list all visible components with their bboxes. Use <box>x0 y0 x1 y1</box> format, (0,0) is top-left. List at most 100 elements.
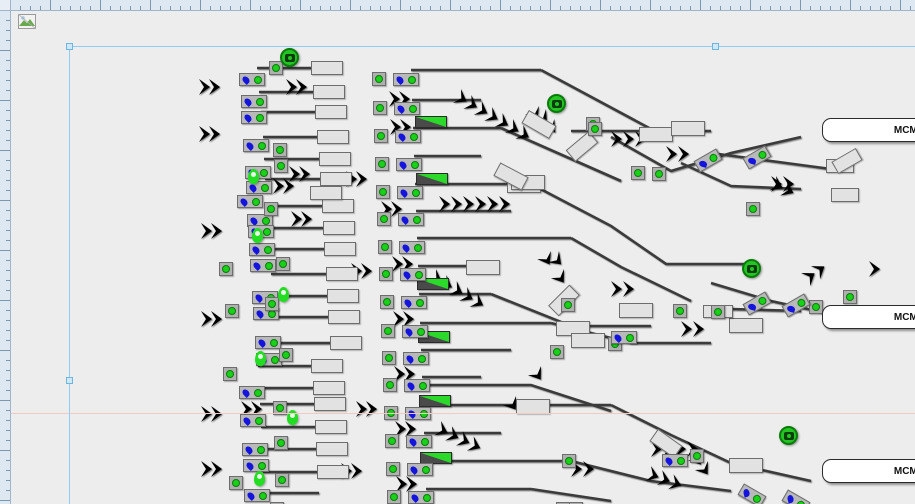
signal-head[interactable] <box>395 130 421 143</box>
track-detector[interactable] <box>378 240 392 254</box>
track-detector[interactable] <box>690 449 704 463</box>
track-detector[interactable] <box>276 257 290 271</box>
point-indicator[interactable] <box>415 116 447 128</box>
signal-head[interactable] <box>241 95 267 108</box>
track-rect[interactable] <box>311 61 343 75</box>
selection-handle-bottom-left[interactable] <box>66 377 73 384</box>
track-rect[interactable] <box>320 172 352 186</box>
track-rect[interactable] <box>330 336 362 350</box>
signal-head[interactable] <box>243 459 269 472</box>
signal-head[interactable] <box>404 379 430 392</box>
signal-head[interactable] <box>243 139 269 152</box>
cctv-camera-icon[interactable] <box>742 259 761 278</box>
signal-head[interactable] <box>393 73 419 86</box>
signal-head[interactable] <box>407 463 433 476</box>
track-detector[interactable] <box>843 290 857 304</box>
track-detector[interactable] <box>381 324 395 338</box>
track-detector[interactable] <box>376 185 390 199</box>
drawing-canvas[interactable]: MCM03 No MCM03 No MCM03 No <box>11 11 915 504</box>
track-rect[interactable] <box>831 188 859 202</box>
signal-head[interactable] <box>611 331 637 344</box>
track-detector[interactable] <box>550 345 564 359</box>
track-detector[interactable] <box>273 401 287 415</box>
track-rect[interactable] <box>313 381 345 395</box>
track-detector[interactable] <box>374 129 388 143</box>
signal-head[interactable] <box>662 454 688 467</box>
cctv-camera-icon[interactable] <box>280 48 299 67</box>
signal-head[interactable] <box>241 111 267 124</box>
track-detector[interactable] <box>229 476 243 490</box>
track-rect[interactable] <box>317 130 349 144</box>
track-detector[interactable] <box>711 305 725 319</box>
track-detector[interactable] <box>380 295 394 309</box>
track-rect[interactable] <box>327 289 359 303</box>
track-rect[interactable] <box>316 442 348 456</box>
horizontal-ruler[interactable] <box>0 0 915 11</box>
track-rect[interactable] <box>317 465 349 479</box>
track-rect[interactable] <box>311 359 343 373</box>
track-rect[interactable] <box>639 127 673 142</box>
track-rect[interactable] <box>466 260 500 275</box>
track-detector[interactable] <box>561 298 575 312</box>
track-rect[interactable] <box>310 186 342 200</box>
track-detector[interactable] <box>264 202 278 216</box>
track-rect[interactable] <box>326 267 358 281</box>
vertical-ruler[interactable] <box>0 0 11 504</box>
track-detector[interactable] <box>385 434 399 448</box>
track-rect[interactable] <box>323 221 355 235</box>
point-indicator[interactable] <box>417 278 449 290</box>
track-detector[interactable] <box>631 166 645 180</box>
selection-handle-top-left[interactable] <box>66 43 73 50</box>
signal-head[interactable] <box>397 186 423 199</box>
location-pin-marker[interactable] <box>248 169 259 185</box>
track-detector[interactable] <box>809 300 823 314</box>
signal-head[interactable] <box>250 259 276 272</box>
point-indicator[interactable] <box>416 173 448 185</box>
track-detector[interactable] <box>588 122 602 136</box>
point-indicator[interactable] <box>419 395 451 407</box>
location-pin-marker[interactable] <box>287 410 298 426</box>
track-detector[interactable] <box>673 304 687 318</box>
track-rect[interactable] <box>315 420 347 434</box>
track-detector[interactable] <box>269 61 283 75</box>
track-detector[interactable] <box>225 304 239 318</box>
cctv-camera-icon[interactable] <box>547 94 566 113</box>
location-pin-marker[interactable] <box>278 287 289 303</box>
signal-head[interactable] <box>242 443 268 456</box>
track-rect[interactable] <box>729 458 763 473</box>
track-detector[interactable] <box>279 348 293 362</box>
point-indicator[interactable] <box>420 452 452 464</box>
selection-guide-vertical[interactable] <box>69 46 70 504</box>
track-detector[interactable] <box>274 159 288 173</box>
signal-head[interactable] <box>244 489 270 502</box>
track-detector[interactable] <box>373 101 387 115</box>
signal-head[interactable] <box>249 243 275 256</box>
selection-handle-top-center[interactable] <box>712 43 719 50</box>
signal-head[interactable] <box>255 336 281 349</box>
track-detector[interactable] <box>382 351 396 365</box>
track-detector[interactable] <box>746 202 760 216</box>
track-rect[interactable] <box>319 152 351 166</box>
signal-head[interactable] <box>402 325 428 338</box>
ruler-corner[interactable] <box>0 0 11 11</box>
signal-head[interactable] <box>239 386 265 399</box>
callout-label[interactable]: MCM03 No <box>822 305 915 329</box>
signal-head[interactable] <box>237 195 263 208</box>
track-detector[interactable] <box>270 502 284 504</box>
signal-head[interactable] <box>401 296 427 309</box>
location-pin-marker[interactable] <box>252 228 263 244</box>
track-rect[interactable] <box>313 85 345 99</box>
location-pin-marker[interactable] <box>255 351 266 367</box>
selection-guide-horizontal[interactable] <box>69 46 915 47</box>
track-rect[interactable] <box>315 105 347 119</box>
track-rect[interactable] <box>328 310 360 324</box>
track-rect[interactable] <box>619 303 653 318</box>
track-detector[interactable] <box>372 72 386 86</box>
track-detector[interactable] <box>275 473 289 487</box>
track-rect[interactable] <box>324 242 356 256</box>
track-rect[interactable] <box>314 397 346 411</box>
track-rect[interactable] <box>322 199 354 213</box>
track-detector[interactable] <box>562 454 576 468</box>
track-detector[interactable] <box>652 167 666 181</box>
track-detector[interactable] <box>274 436 288 450</box>
